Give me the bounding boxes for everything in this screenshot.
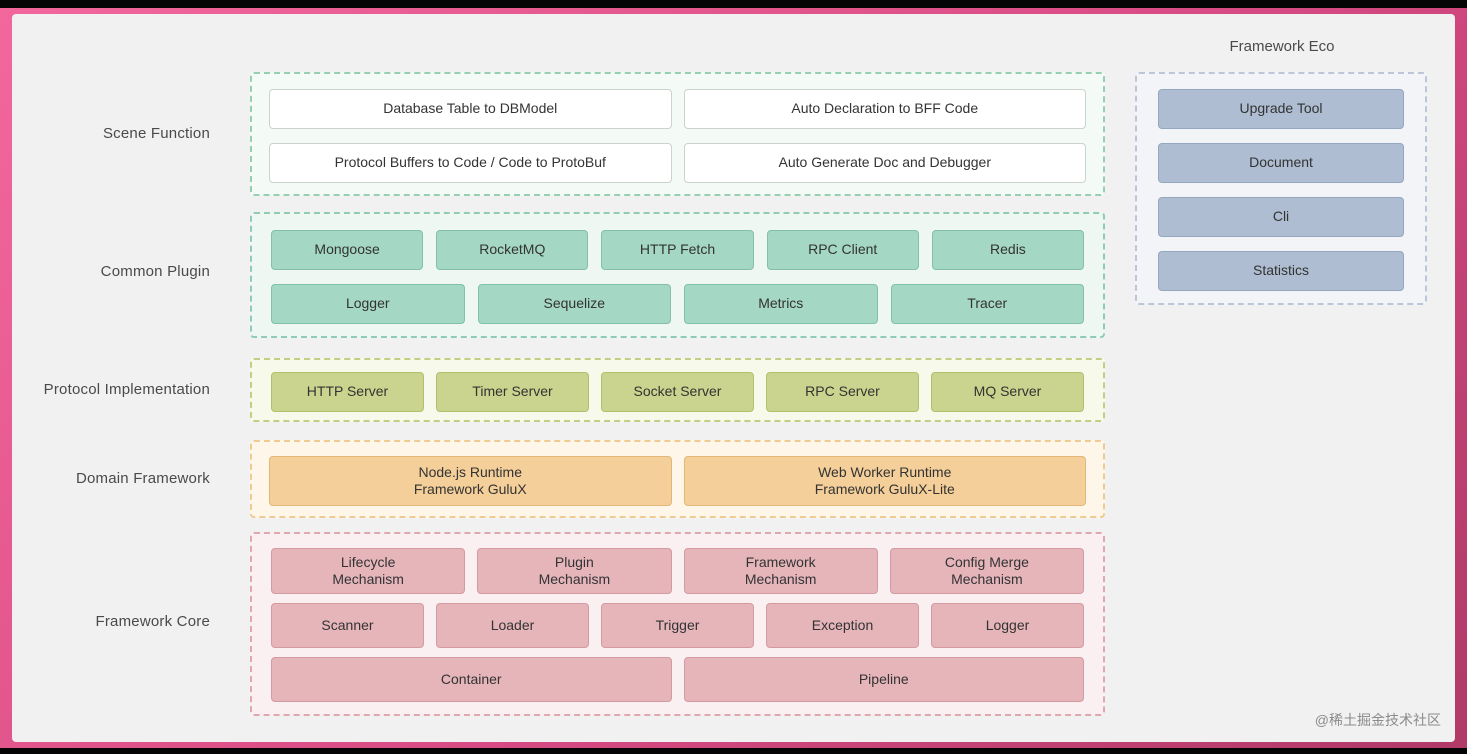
eco-box-statistics: Statistics	[1158, 251, 1404, 291]
scene-box-auto-declaration-to-bff-code: Auto Declaration to BFF Code	[683, 89, 1086, 129]
core-box-lifecycle-mechanism: Lifecycle Mechanism	[271, 548, 466, 594]
core-box-loader: Loader	[436, 603, 589, 648]
core-box-exception: Exception	[766, 603, 919, 648]
eco-box-upgrade-tool: Upgrade Tool	[1158, 89, 1404, 129]
protocol-row-1: HTTP Server Timer Server Socket Server R…	[271, 372, 1084, 412]
scene-function-row-2: Protocol Buffers to Code / Code to Proto…	[269, 143, 1086, 183]
plugin-box-rpc-client: RPC Client	[766, 230, 919, 270]
core-box-logger: Logger	[931, 603, 1084, 648]
eco-box-cli: Cli	[1158, 197, 1404, 237]
core-box-container: Container	[271, 657, 672, 702]
framework-eco-title: Framework Eco	[1229, 38, 1335, 55]
plugin-box-sequelize: Sequelize	[477, 284, 671, 324]
core-box-config-merge-mechanism: Config Merge Mechanism	[889, 548, 1084, 594]
domain-box-web-worker-runtime-gulux-lite: Web Worker Runtime Framework GuluX-Lite	[683, 456, 1086, 506]
pink-gradient-frame: Scene Function Common Plugin Protocol Im…	[0, 8, 1467, 748]
protocol-implementation-group: HTTP Server Timer Server Socket Server R…	[250, 358, 1105, 422]
core-row-2: Scanner Loader Trigger Exception Logger	[271, 603, 1084, 648]
common-plugin-row-1: Mongoose RocketMQ HTTP Fetch RPC Client …	[271, 230, 1085, 270]
plugin-box-redis: Redis	[931, 230, 1085, 270]
domain-framework-group: Node.js Runtime Framework GuluX Web Work…	[250, 440, 1105, 518]
core-box-trigger: Trigger	[601, 603, 754, 648]
core-box-scanner: Scanner	[271, 603, 424, 648]
plugin-box-metrics: Metrics	[684, 284, 878, 324]
protocol-box-mq-server: MQ Server	[931, 372, 1084, 412]
layer-label-framework-core: Framework Core	[95, 613, 210, 630]
core-row-3: Container Pipeline	[271, 657, 1084, 702]
domain-box-nodejs-runtime-gulux: Node.js Runtime Framework GuluX	[269, 456, 672, 506]
core-box-plugin-mechanism: Plugin Mechanism	[477, 548, 672, 594]
domain-row-1: Node.js Runtime Framework GuluX Web Work…	[269, 456, 1086, 506]
diagram-panel: Scene Function Common Plugin Protocol Im…	[12, 14, 1455, 742]
plugin-box-logger: Logger	[271, 284, 465, 324]
framework-core-group: Lifecycle Mechanism Plugin Mechanism Fra…	[250, 532, 1105, 716]
eco-box-document: Document	[1158, 143, 1404, 183]
scene-function-row-1: Database Table to DBModel Auto Declarati…	[269, 89, 1086, 129]
plugin-box-http-fetch: HTTP Fetch	[601, 230, 754, 270]
framework-eco-group: Upgrade Tool Document Cli Statistics	[1135, 72, 1427, 305]
protocol-box-socket-server: Socket Server	[601, 372, 754, 412]
scene-box-protocol-buffers-to-code: Protocol Buffers to Code / Code to Proto…	[269, 143, 672, 183]
layer-label-domain-framework: Domain Framework	[75, 470, 210, 487]
layer-label-common-plugin: Common Plugin	[100, 263, 210, 280]
core-row-1: Lifecycle Mechanism Plugin Mechanism Fra…	[271, 548, 1084, 594]
watermark-text: @稀土掘金技术社区	[1314, 712, 1441, 728]
core-box-pipeline: Pipeline	[683, 657, 1084, 702]
scene-function-group: Database Table to DBModel Auto Declarati…	[250, 72, 1105, 196]
protocol-box-http-server: HTTP Server	[271, 372, 424, 412]
core-box-framework-mechanism: Framework Mechanism	[683, 548, 878, 594]
protocol-box-rpc-server: RPC Server	[766, 372, 919, 412]
scene-box-auto-generate-doc-and-debugger: Auto Generate Doc and Debugger	[683, 143, 1086, 183]
scene-box-database-table-to-dbmodel: Database Table to DBModel	[269, 89, 672, 129]
plugin-box-mongoose: Mongoose	[271, 230, 424, 270]
plugin-box-rocketmq: RocketMQ	[436, 230, 589, 270]
plugin-box-tracer: Tracer	[890, 284, 1084, 324]
layer-label-scene-function: Scene Function	[102, 125, 210, 142]
layer-label-protocol-implementation: Protocol Implementation	[43, 381, 210, 398]
common-plugin-row-2: Logger Sequelize Metrics Tracer	[271, 284, 1084, 324]
protocol-box-timer-server: Timer Server	[436, 372, 589, 412]
common-plugin-group: Mongoose RocketMQ HTTP Fetch RPC Client …	[250, 212, 1105, 338]
